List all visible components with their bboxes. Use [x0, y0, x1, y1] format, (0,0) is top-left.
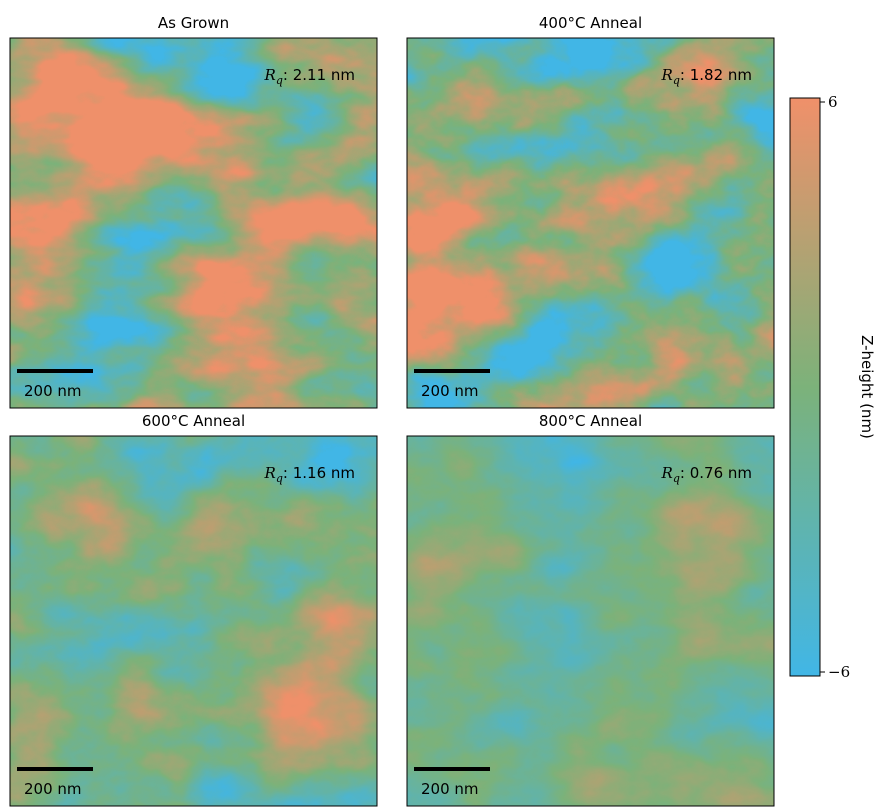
- afm-panel: 400°C Anneal Rq: 1.82 nm 200 nm: [407, 14, 774, 408]
- afm-panel: As Grown Rq: 2.11 nm 200 nm: [10, 14, 377, 408]
- panel-title: 400°C Anneal: [539, 14, 642, 32]
- colorbar-tick-label: 6: [828, 93, 838, 111]
- rq-value: : 1.82 nm: [680, 66, 752, 84]
- scale-bar-label: 200 nm: [24, 780, 82, 798]
- afm-panel: 800°C Anneal Rq: 0.76 nm 200 nm: [407, 412, 774, 806]
- figure: As GrownRq: 2.11 nm200 nm400°C AnnealRq:…: [0, 0, 874, 808]
- panel-title: As Grown: [158, 14, 229, 32]
- scale-bar-label: 200 nm: [421, 382, 479, 400]
- afm-image: [10, 38, 377, 408]
- rq-symbol: R: [264, 464, 276, 482]
- rq-symbol: R: [661, 66, 673, 84]
- rq-subscript: q: [673, 472, 680, 485]
- panel-title: 800°C Anneal: [539, 412, 642, 430]
- rq-value: : 0.76 nm: [680, 464, 752, 482]
- rq-symbol: R: [264, 66, 276, 84]
- afm-panel: 600°C Anneal Rq: 1.16 nm 200 nm: [10, 412, 377, 806]
- scale-bar-label: 200 nm: [24, 382, 82, 400]
- colorbar-label: Z-height (nm): [858, 335, 874, 439]
- rq-subscript: q: [673, 74, 680, 87]
- afm-image: [407, 436, 774, 806]
- colorbar-tick-label: −6: [828, 663, 850, 681]
- scale-bar-label: 200 nm: [421, 780, 479, 798]
- afm-image: [407, 38, 774, 408]
- colorbar: [790, 98, 820, 676]
- panel-title: 600°C Anneal: [142, 412, 245, 430]
- rq-subscript: q: [276, 74, 283, 87]
- rq-value: : 1.16 nm: [283, 464, 355, 482]
- rq-symbol: R: [661, 464, 673, 482]
- rq-value: : 2.11 nm: [283, 66, 355, 84]
- rq-subscript: q: [276, 472, 283, 485]
- afm-image: [10, 436, 377, 806]
